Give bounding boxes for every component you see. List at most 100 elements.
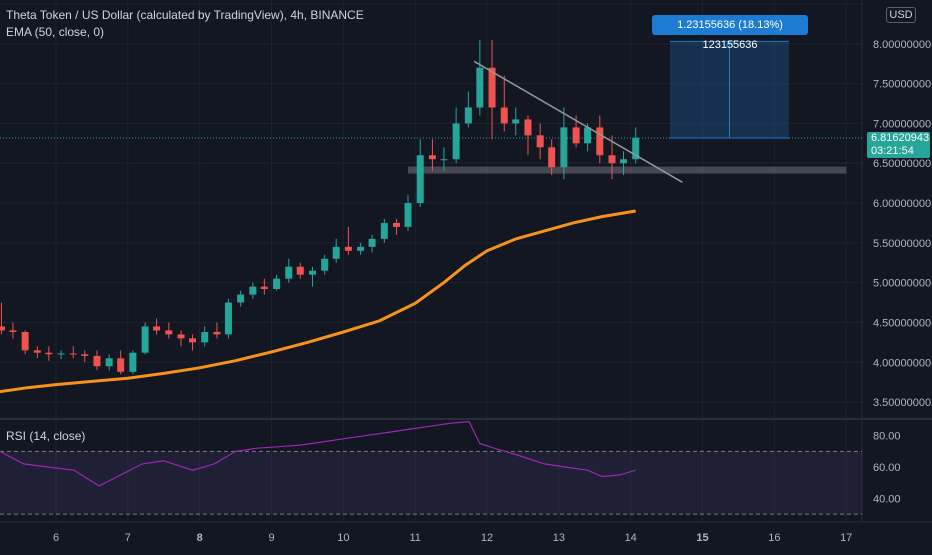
currency-badge[interactable]: USD: [886, 7, 916, 23]
candle-bullish: [404, 195, 412, 231]
candle-bullish: [357, 242, 365, 255]
candle-bearish: [177, 330, 185, 347]
price-tick-label: 3.50000000: [873, 397, 931, 409]
candle-bullish: [201, 326, 209, 347]
candle-body: [141, 326, 149, 353]
candle-bullish: [512, 107, 520, 136]
candle-body: [344, 246, 352, 251]
candle-bullish: [285, 258, 293, 283]
candle-body: [237, 294, 245, 303]
candle-bearish: [153, 318, 161, 335]
candle-bearish: [117, 350, 125, 375]
time-tick-label: 9: [268, 532, 274, 544]
candle-body: [596, 127, 604, 156]
candle-bullish: [464, 91, 472, 128]
candle-body: [608, 155, 616, 164]
candle-body: [620, 159, 628, 164]
candle-body: [177, 334, 185, 339]
candle-bearish: [189, 334, 197, 351]
time-tick-label: 7: [125, 532, 131, 544]
candle-bearish: [21, 330, 29, 355]
candle-body: [260, 286, 268, 290]
candle-body: [321, 258, 329, 271]
candle-bearish: [500, 75, 508, 132]
ema-50-line: [0, 209, 636, 394]
measure-arrow-head: [725, 40, 734, 48]
candle-body: [249, 286, 257, 295]
candle-bullish: [321, 254, 329, 275]
candle-bearish: [33, 346, 41, 359]
candle-bearish: [9, 322, 17, 339]
candle-body: [93, 355, 101, 367]
candle-bearish: [0, 302, 5, 335]
candle-body: [201, 332, 209, 343]
chart-title: Theta Token / US Dollar (calculated by T…: [6, 8, 364, 22]
support-zone: [0, 137, 862, 174]
candle-body: [548, 147, 556, 168]
candle-bullish: [368, 234, 376, 253]
ema-path: [0, 209, 636, 394]
last-price-tag: 6.81620943 03:21:54: [867, 132, 930, 158]
measure-label: 1.23155636 (18.13%) 123155636: [652, 15, 808, 51]
candle-bullish: [273, 274, 281, 291]
time-tick-label: 11: [409, 532, 420, 544]
ema-legend[interactable]: EMA (50, close, 0): [6, 25, 105, 39]
candle-bearish: [524, 115, 532, 156]
support-bar: [408, 166, 847, 174]
candle-body: [488, 67, 496, 108]
rsi-legend[interactable]: RSI (14, close): [6, 429, 86, 443]
candles: [0, 39, 640, 375]
candle-body: [224, 302, 232, 335]
time-tick-label: 17: [840, 532, 852, 544]
candle-body: [524, 119, 532, 136]
candle-bullish: [416, 139, 424, 208]
time-tick-label: 13: [553, 532, 565, 544]
candle-body: [153, 326, 161, 331]
rsi-tick-label: 60.00: [873, 462, 901, 474]
price-axis: 3.50000000 4.00000000 4.50000000 5.00000000…: [873, 39, 931, 409]
candle-body: [296, 266, 304, 275]
grid: [0, 0, 862, 522]
candle-body: [117, 358, 125, 372]
candle-bearish: [260, 278, 268, 295]
candle-body: [428, 155, 436, 160]
candle-body: [105, 358, 113, 367]
candle-bearish: [69, 346, 77, 359]
candle-body: [632, 137, 640, 160]
candle-bullish: [452, 107, 460, 164]
candle-bullish: [332, 238, 340, 263]
candle-bearish: [81, 350, 89, 363]
candle-body: [45, 352, 53, 355]
candle-body: [21, 332, 29, 351]
candle-bearish: [93, 350, 101, 371]
candle-bearish: [608, 135, 616, 180]
price-tick-label: 8.00000000: [873, 39, 931, 51]
candle-body: [560, 127, 568, 168]
candle-body: [380, 222, 388, 239]
candle-bearish: [428, 139, 436, 172]
time-tick-label: 12: [481, 532, 493, 544]
candle-body: [69, 353, 77, 355]
candle-body: [416, 155, 424, 204]
rsi-line: [0, 420, 636, 487]
price-tick-label: 7.50000000: [873, 79, 931, 91]
candle-body: [584, 127, 592, 144]
candle-body: [572, 127, 580, 144]
candle-bearish: [536, 123, 544, 160]
last-price-value: 6.81620943: [871, 132, 930, 144]
candle-bullish: [620, 151, 628, 176]
countdown-timer: 03:21:54: [871, 145, 914, 157]
candle-body: [33, 350, 41, 353]
candle-bearish: [393, 218, 401, 235]
candle-bearish: [596, 115, 604, 164]
time-tick-label: 16: [768, 532, 780, 544]
time-tick-label: 8: [197, 532, 203, 544]
candle-bearish: [344, 226, 352, 255]
candle-body: [404, 203, 412, 227]
rsi-tick-label: 80.00: [873, 431, 901, 443]
price-tick-label: 5.00000000: [873, 278, 931, 290]
time-tick-label: 15: [696, 532, 708, 544]
price-tick-label: 5.50000000: [873, 238, 931, 250]
